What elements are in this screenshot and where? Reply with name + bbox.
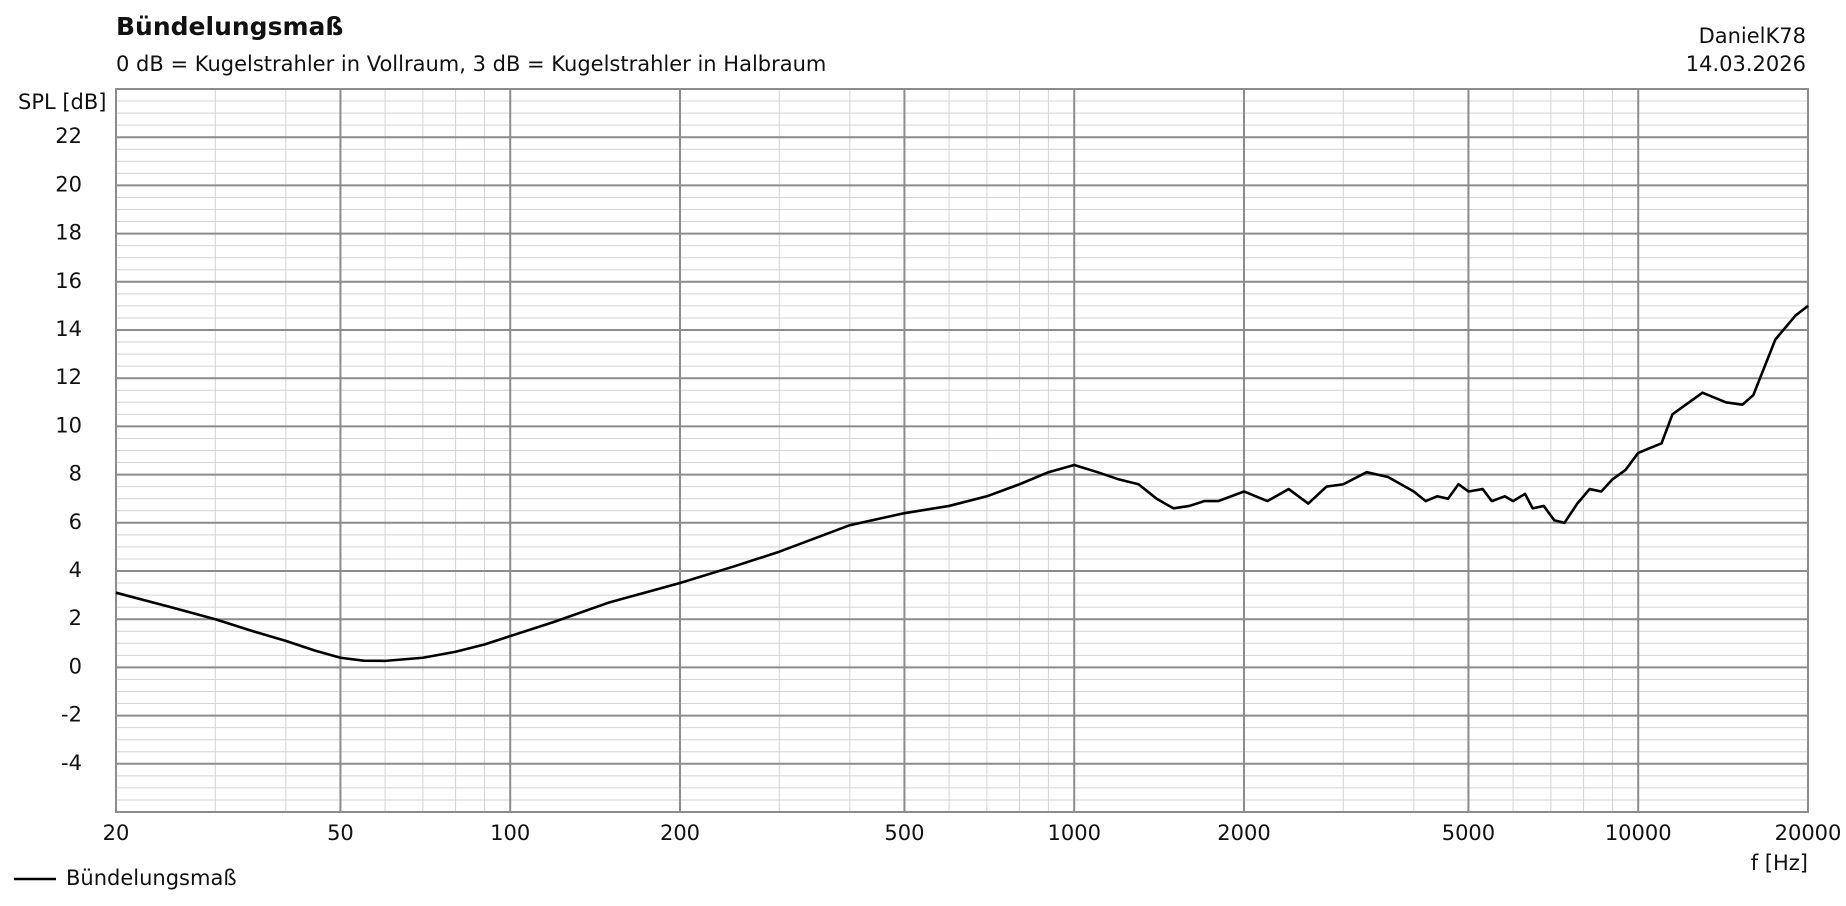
x-tick-label: 200 xyxy=(660,821,700,845)
x-tick-label: 500 xyxy=(884,821,924,845)
plot-border xyxy=(115,88,1809,813)
y-axis-label: SPL [dB] xyxy=(18,90,107,114)
x-axis-label: f [Hz] xyxy=(1751,851,1808,875)
x-tick-label: 20000 xyxy=(1775,821,1842,845)
y-tick-label: 14 xyxy=(55,317,82,341)
y-tick-label: 22 xyxy=(55,124,82,148)
x-tick-label: 2000 xyxy=(1217,821,1270,845)
author: DanielK78 xyxy=(1699,24,1806,48)
y-tick-label: 6 xyxy=(69,510,82,534)
y-tick-label: 10 xyxy=(55,413,82,437)
x-tick-label: 1000 xyxy=(1047,821,1100,845)
y-tick-label: 4 xyxy=(69,558,82,582)
y-tick-label: -4 xyxy=(61,751,82,775)
x-tick-label: 50 xyxy=(327,821,354,845)
y-tick-label: 0 xyxy=(69,654,82,678)
legend-label: Bündelungsmaß xyxy=(66,866,237,890)
y-tick-label: 20 xyxy=(55,172,82,196)
date: 14.03.2026 xyxy=(1686,52,1806,76)
y-tick-label: 12 xyxy=(55,365,82,389)
y-tick-label: 18 xyxy=(55,221,82,245)
chart-title: Bündelungsmaß xyxy=(116,12,343,41)
y-tick-label: 16 xyxy=(55,269,82,293)
x-tick-label: 20 xyxy=(103,821,130,845)
y-tick-label: -2 xyxy=(61,703,82,727)
chart-subtitle: 0 dB = Kugelstrahler in Vollraum, 3 dB =… xyxy=(116,52,826,76)
x-tick-label: 100 xyxy=(490,821,530,845)
x-tick-label: 10000 xyxy=(1605,821,1672,845)
y-tick-label: 8 xyxy=(69,462,82,486)
x-tick-label: 5000 xyxy=(1442,821,1495,845)
data-line xyxy=(115,304,1809,663)
y-tick-label: 2 xyxy=(69,606,82,630)
